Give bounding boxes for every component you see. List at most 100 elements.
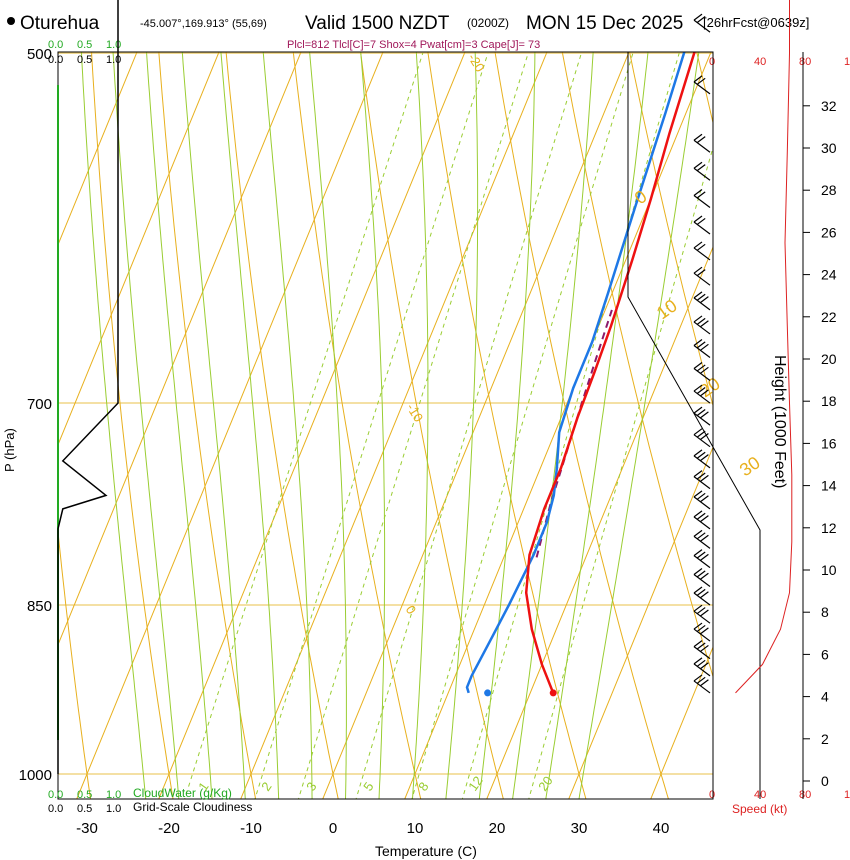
dry-adiabat-line — [629, 52, 713, 408]
moist-adiabat-line — [445, 52, 479, 799]
height-tick-label: 12 — [821, 520, 837, 536]
height-tick-label: 30 — [821, 140, 837, 156]
wind-barb-flag — [696, 492, 706, 500]
cloudiness-tick-top: 0.5 — [77, 54, 92, 66]
wind-barb — [693, 549, 711, 569]
mixing-ratio-line — [254, 52, 489, 799]
wind-barb-staff — [693, 167, 711, 181]
speed-tick-top: 80 — [799, 56, 811, 68]
sounding-traces — [465, 52, 696, 697]
wind-barb-flag — [696, 243, 706, 251]
wind-barb-flag — [693, 604, 703, 612]
isotherm-line — [158, 52, 466, 799]
cloud-water-tick-bottom: 0.5 — [77, 789, 92, 801]
wind-barb-staff — [693, 19, 711, 33]
cloud-water-tick-bottom: 0.0 — [48, 789, 63, 801]
speed-tick-bottom: 80 — [799, 789, 811, 801]
wind-barb-staff — [693, 345, 711, 358]
wind-barb-staff — [693, 610, 711, 624]
stability-indices: Plcl=812 Tlcl[C]=7 Shox=4 Pwat[cm]=3 Cap… — [287, 39, 540, 51]
wind-barb-flag — [693, 510, 703, 518]
wind-barb-flag — [700, 389, 709, 397]
height-tick-label: 20 — [821, 351, 837, 367]
height-tick-label: 14 — [821, 478, 837, 494]
utc-time: (0200Z) — [467, 16, 509, 30]
wind-barb-staff — [693, 81, 711, 95]
cloudiness-label: Grid-Scale Cloudiness — [133, 800, 252, 814]
surface-temperature-marker — [549, 689, 557, 697]
dry-adiabat-line — [0, 0, 11, 825]
wind-barb-flag — [696, 341, 706, 349]
wind-barb-staff — [693, 592, 711, 606]
wind-barb-staff — [693, 297, 711, 311]
dry-adiabat-line — [58, 526, 92, 799]
height-tick-label: 6 — [821, 646, 829, 662]
wind-barb-staff — [693, 272, 711, 286]
wind-barb-flag — [693, 529, 703, 537]
pressure-tick-label: 850 — [27, 598, 52, 615]
moist-adiabat-line — [360, 52, 386, 799]
temperature-tick-label: 10 — [407, 820, 424, 837]
wind-barb-flag — [696, 551, 706, 559]
isotherm-line — [0, 0, 122, 825]
height-tick-label: 2 — [821, 731, 829, 747]
wind-barb-flag — [700, 296, 709, 304]
wind-barb-flag — [693, 133, 703, 141]
isotherm-label: -20 — [465, 51, 488, 75]
wind-barb-flag — [700, 454, 709, 462]
moist-adiabat-line — [146, 52, 213, 799]
wind-barb — [693, 362, 711, 382]
mixing-ratio-label: 3 — [303, 779, 319, 794]
wind-barb-flag — [696, 451, 706, 459]
speed-tick-bottom: 120 — [844, 789, 850, 801]
wind-barb — [693, 339, 711, 358]
wind-barb — [693, 640, 711, 660]
parcel-trace — [535, 309, 613, 558]
station-name: Oturehua — [20, 13, 100, 34]
pressure-tick-label: 1000 — [19, 767, 52, 784]
pressure-tick-label: 700 — [27, 396, 52, 413]
speed-tick-top: 40 — [754, 56, 766, 68]
wind-barb-flag — [693, 13, 703, 21]
wind-barb-staff — [693, 390, 711, 404]
wind-barb-staff — [693, 496, 711, 510]
wind-barb — [693, 266, 711, 286]
pressure-tick-label: 500 — [27, 46, 52, 63]
wind-barb — [693, 291, 711, 311]
cloudiness-tick-bottom: 1.0 — [106, 803, 121, 815]
height-tick-label: 18 — [821, 393, 837, 409]
cloudiness-profile — [57, 0, 119, 774]
mixing-ratio-line — [297, 52, 529, 799]
wind-barb-flag — [693, 449, 703, 457]
speed-axis-title: Speed (kt) — [732, 802, 787, 816]
height-tick-label: 10 — [821, 562, 837, 578]
wind-barb-flag — [700, 644, 709, 652]
height-axis-title: Height (1000 Feet) — [771, 355, 788, 488]
wind-barb-flag — [696, 532, 706, 540]
wind-barb-flag — [696, 293, 706, 301]
cloudiness-tick-bottom: 0.0 — [48, 803, 63, 815]
wind-barb-flag — [693, 384, 703, 392]
wind-barb-flag — [696, 364, 706, 372]
wind-barb-staff — [693, 573, 711, 587]
wind-barb-flag — [700, 679, 709, 687]
wind-barb — [693, 315, 711, 335]
cloudiness-tick-bottom: 0.5 — [77, 803, 92, 815]
wind-barb-staff — [693, 646, 711, 660]
height-tick-label: 16 — [821, 435, 837, 451]
wind-barb-flag — [693, 674, 703, 682]
axes: 0246810121416182022242628303225030040050… — [19, 46, 837, 837]
theta-label: 20 — [696, 373, 724, 401]
wind-barb-flag — [696, 317, 706, 325]
isotherm-label: -10 — [404, 401, 427, 425]
wind-barb — [693, 161, 711, 181]
moist-adiabat-line — [112, 52, 180, 799]
wind-barb-staff — [693, 247, 711, 261]
theta-label: 30 — [736, 452, 764, 480]
isotherm-line — [58, 52, 302, 647]
wind-barb — [693, 13, 711, 33]
wind-barb-flag — [693, 362, 703, 370]
wind-barb-flag — [693, 640, 703, 648]
isotherm-line — [58, 52, 220, 447]
wind-barb-flag — [696, 191, 706, 199]
